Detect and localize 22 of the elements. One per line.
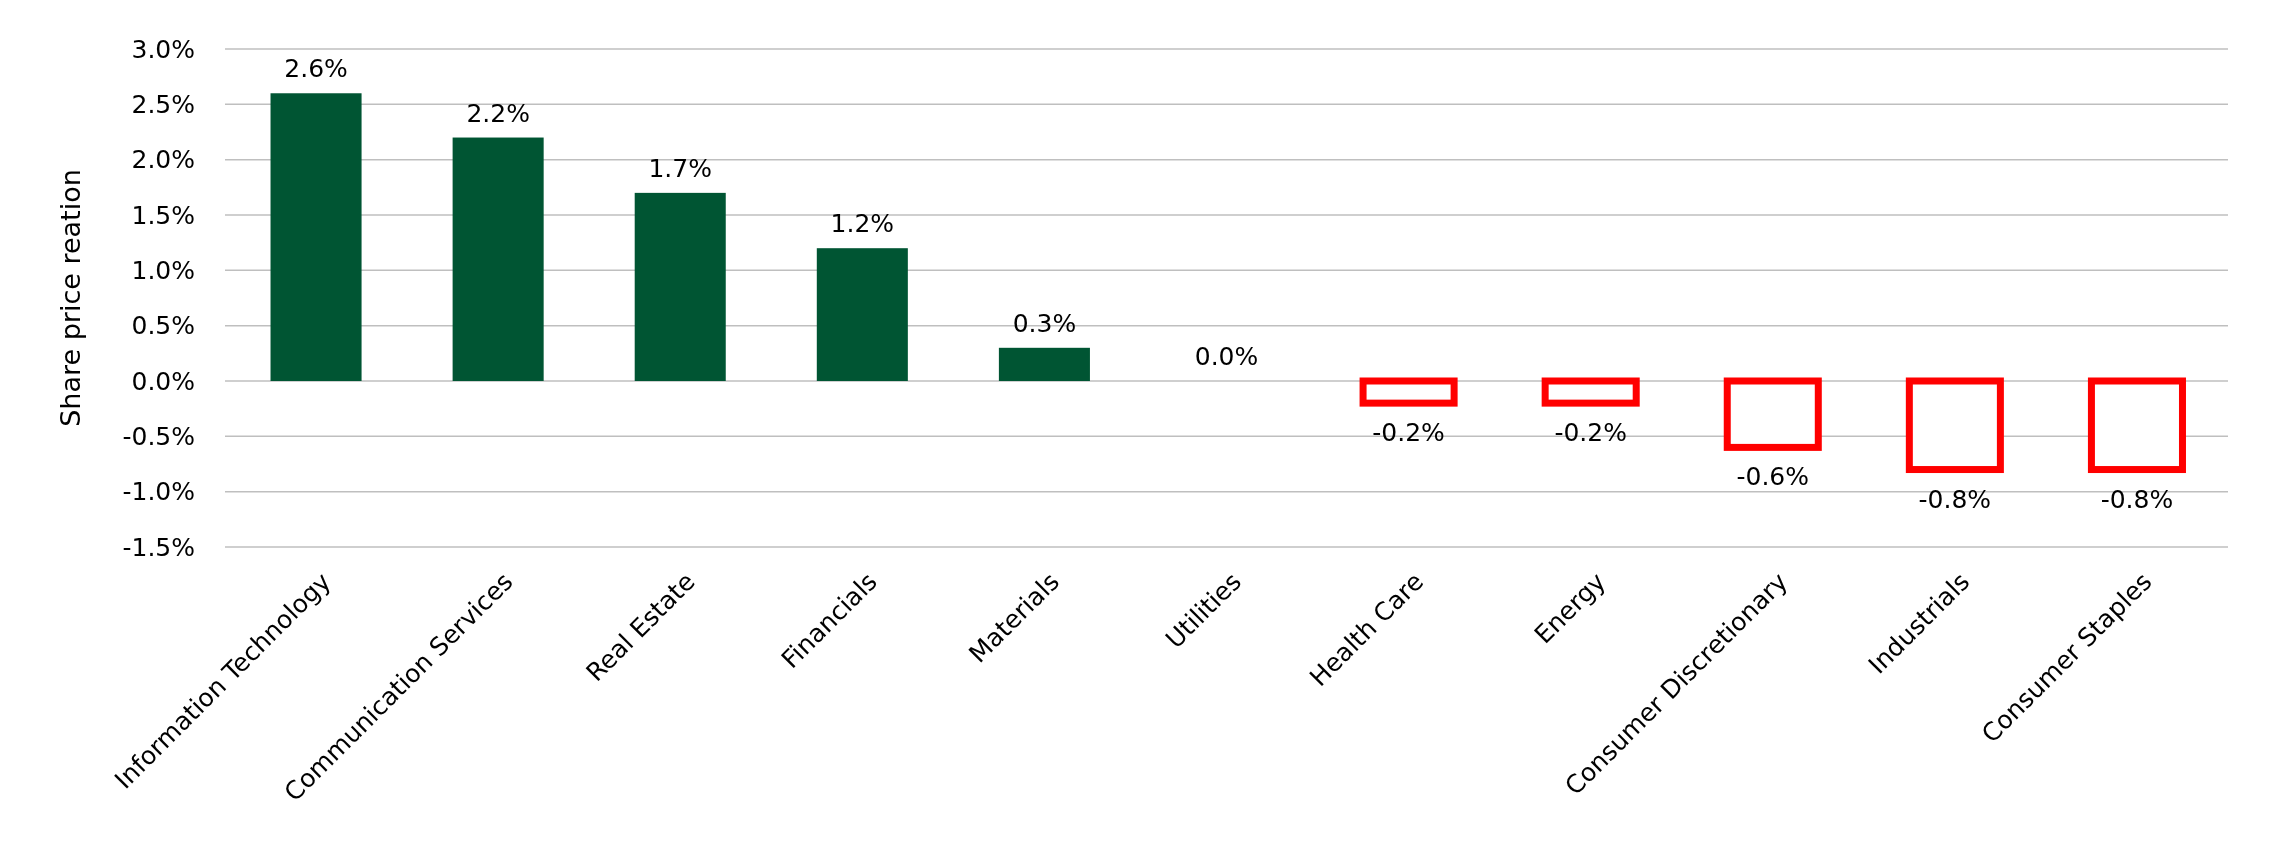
- data-label: -0.2%: [1554, 418, 1627, 448]
- data-label: 1.2%: [830, 209, 895, 239]
- y-tick-label: -1.5%: [122, 532, 195, 562]
- y-tick-label: 3.0%: [131, 34, 195, 64]
- data-label: 0.3%: [1012, 308, 1077, 338]
- y-tick-label: 2.5%: [131, 90, 195, 120]
- y-tick-label: 0.5%: [131, 311, 195, 341]
- y-axis-title: Share price reation: [55, 169, 86, 427]
- data-label: -0.2%: [1372, 418, 1445, 448]
- y-tick-label: 2.0%: [131, 145, 195, 175]
- data-label: -0.8%: [2100, 484, 2174, 514]
- data-label: 1.7%: [648, 153, 712, 183]
- data-label: -0.8%: [1918, 484, 1992, 514]
- data-label: 0.0%: [1194, 342, 1259, 371]
- y-tick-label: -0.5%: [122, 422, 195, 452]
- y-tick-label: 1.0%: [131, 256, 195, 286]
- y-tick-label: 0.0%: [131, 366, 195, 396]
- data-label: 2.2%: [466, 98, 530, 128]
- data-label: 2.6%: [284, 54, 348, 84]
- data-label: -0.6%: [1736, 462, 1810, 492]
- y-tick-label: 1.5%: [131, 200, 195, 230]
- y-tick-label: -1.0%: [122, 477, 195, 507]
